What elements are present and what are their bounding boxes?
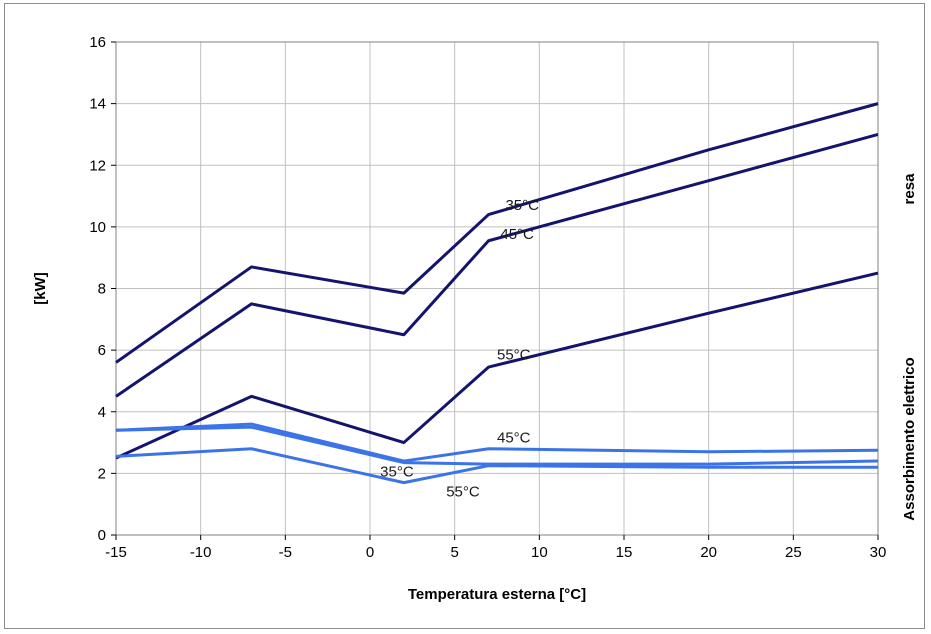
x-tick-label: -5 — [279, 544, 292, 561]
x-axis-title: Temperatura esterna [°C] — [408, 586, 586, 603]
chart-frame: -15 -10 -5 0 5 10 15 20 25 30 0 2 4 6 8 10 12 14 16 35°C 4… — [4, 3, 925, 629]
x-tick-label: 30 — [870, 544, 887, 561]
x-tick-label: 20 — [700, 544, 717, 561]
series-group — [115, 102, 879, 485]
grid — [115, 41, 879, 536]
assorbimento-line-4 — [115, 422, 879, 463]
curve-temperature-label: 35°C — [380, 463, 414, 480]
curve-temperature-label: 55°C — [497, 346, 531, 363]
curve-temperature-label: 55°C — [446, 483, 480, 500]
x-tick-label: 5 — [450, 544, 458, 561]
x-tick-label: 25 — [785, 544, 802, 561]
y-axis-title: [kW] — [32, 272, 49, 305]
assorbimento-line-6 — [115, 447, 878, 485]
x-tick-label: 15 — [616, 544, 633, 561]
y-tick-label: 2 — [98, 465, 106, 482]
x-tick-label: 10 — [531, 544, 548, 561]
curve-temperature-label: 35°C — [505, 197, 539, 214]
y-tick-labels: 0 2 4 6 8 10 12 14 16 — [89, 34, 116, 544]
curve-temperature-label: 45°C — [497, 430, 531, 447]
y-tick-label: 0 — [98, 527, 106, 544]
x-tick-label: 0 — [366, 544, 374, 561]
x-tick-label: -10 — [190, 544, 212, 561]
right-label-assorbimento: Assorbimento elettrico — [901, 357, 918, 520]
right-label-resa: resa — [901, 173, 918, 205]
y-tick-label: 6 — [98, 342, 106, 359]
y-tick-label: 12 — [89, 157, 106, 174]
resa-line-1 — [115, 102, 879, 364]
resa-line-2 — [115, 132, 879, 398]
x-tick-label: -15 — [105, 544, 127, 561]
y-tick-label: 8 — [98, 281, 106, 298]
y-tick-label: 14 — [89, 96, 106, 113]
annotations: 35°C 45°C 55°C 45°C 35°C 55°C — [380, 197, 539, 501]
y-tick-label: 10 — [89, 219, 106, 236]
resa-line-3 — [115, 271, 879, 460]
y-tick-label: 16 — [89, 34, 106, 51]
assorbimento-line-5 — [115, 425, 879, 466]
y-tick-label: 4 — [98, 404, 106, 421]
x-tick-labels: -15 -10 -5 0 5 10 15 20 25 30 — [105, 535, 886, 561]
line-chart: -15 -10 -5 0 5 10 15 20 25 30 0 2 4 6 8 10 12 14 16 35°C 4… — [32, 34, 918, 603]
curve-temperature-label: 45°C — [500, 226, 534, 243]
